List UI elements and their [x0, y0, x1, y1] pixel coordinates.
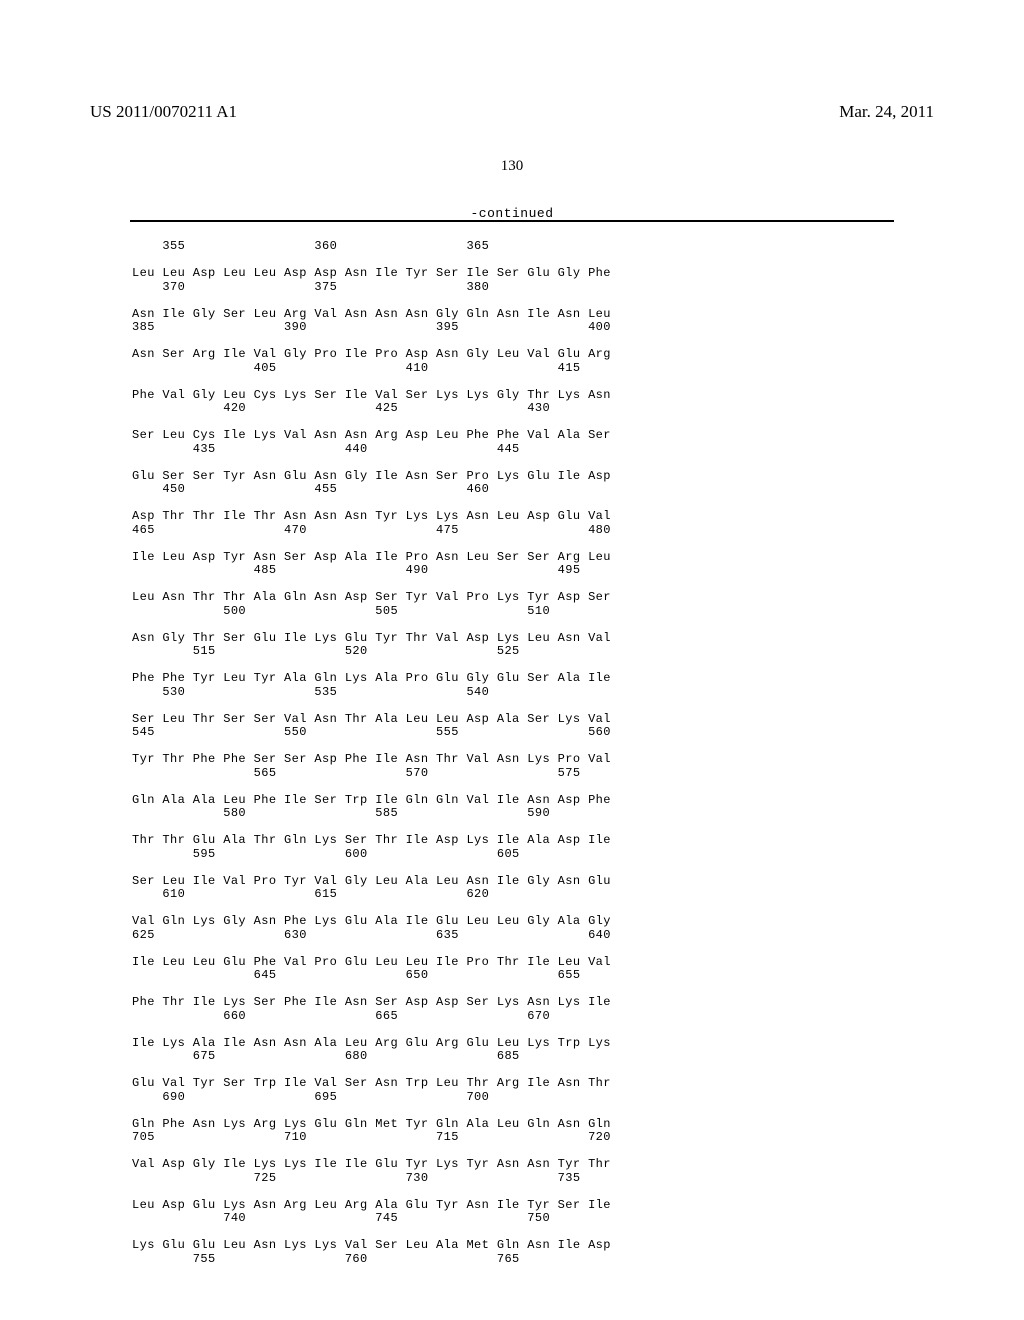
publication-number: US 2011/0070211 A1 — [90, 102, 237, 122]
page: US 2011/0070211 A1 Mar. 24, 2011 130 -co… — [0, 0, 1024, 1320]
horizontal-rule — [130, 220, 894, 222]
page-number: 130 — [0, 158, 1024, 175]
protein-sequence-listing: 355 360 365 Leu Leu Asp Leu Leu Asp Asp … — [132, 240, 611, 1266]
running-header: US 2011/0070211 A1 Mar. 24, 2011 — [0, 102, 1024, 122]
publication-date: Mar. 24, 2011 — [839, 102, 934, 122]
continued-label: -continued — [0, 206, 1024, 221]
